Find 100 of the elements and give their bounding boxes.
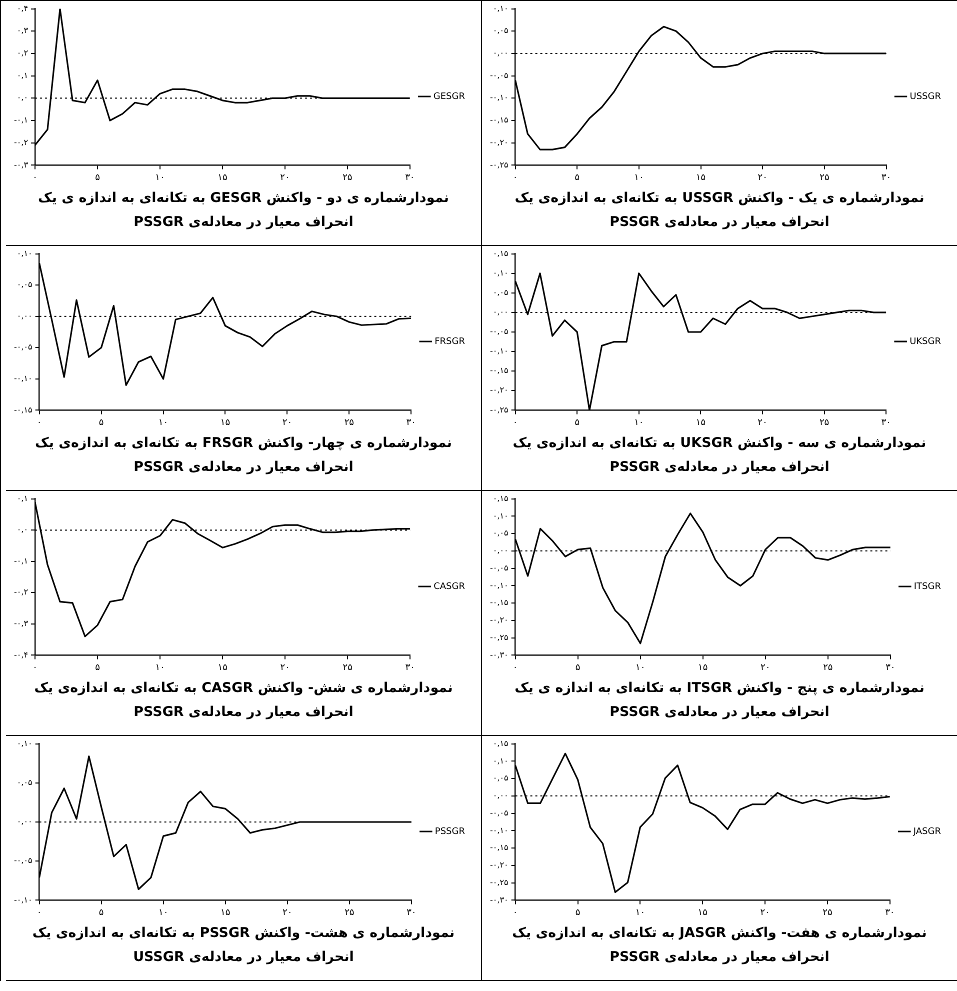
y-tick-label: ۰,۱۰ [492,4,508,13]
y-tick-label: ۰,۱۰ [16,248,32,258]
y-tick-label: ۰,۰۵ [16,280,32,290]
x-tick-label: ۲۵ [342,662,352,673]
y-tick-label: -۰,۱۵ [489,366,508,376]
x-tick-label: ۳۰ [885,662,895,673]
x-tick-label: ۱۵ [220,418,230,428]
x-tick-label: ۳۰ [884,908,894,918]
y-tick-label: -۰,۲۰ [489,616,508,625]
y-tick-label: ۰,۰۰ [492,546,508,556]
x-tick-label: ۲۰ [282,418,292,428]
x-tick-label: ۳۰ [406,418,416,428]
x-tick-label: ۰ [36,418,42,428]
x-tick-label: ۰ [512,662,518,673]
x-tick-label: ۱۰ [154,172,164,183]
y-tick-label: ۰,۱ [16,70,28,80]
y-tick-label: -۰,۰۵ [13,342,32,352]
x-tick-label: ۱۰ [635,662,645,673]
y-tick-label: -۰,۲ [13,138,28,147]
x-tick-label: ۵ [98,908,104,918]
x-tick-label: ۰ [512,908,518,918]
y-tick-label: -۰,۳۰ [489,895,508,904]
x-tick-label: ۱۵ [220,908,230,918]
x-tick-label: ۲۵ [819,172,829,183]
y-tick-label: ۰,۰ [16,525,28,534]
x-tick-label: ۱۵ [695,418,706,428]
y-tick-label: -۰,۱۰ [13,374,32,383]
y-tick-label: ۰,۱۰ [492,511,508,520]
x-tick-label: ۱۰ [634,172,644,183]
x-tick-label: ۵ [574,418,580,428]
x-tick-label: ۲۰ [280,662,290,673]
y-tick-label: -۰,۳۰ [489,650,508,660]
y-tick-label: -۰,۰۵ [489,808,508,818]
y-tick-label: ۰,۱۰ [16,738,32,748]
y-tick-label: -۰,۲۰ [489,386,508,395]
y-tick-label: -۰,۲۰ [489,860,508,870]
y-tick-label: ۰,۱۵ [492,248,508,258]
y-tick-label: -۰,۲۵ [489,405,508,414]
y-tick-label: -۰,۱۵ [489,598,508,608]
x-tick-label: ۵ [94,172,100,183]
text: نمودارشماره ی هشت- واکنش PSSGR به تکانه‌ای به اندازه‌ی یک انحراف معیار در معادله‌ی USSGR [31,924,456,967]
x-tick-label: ۱۰ [634,418,644,428]
x-tick-label: ۲۰ [757,418,767,428]
x-tick-label: ۲۰ [760,662,770,673]
y-tick-label: -۰,۱۰ [489,826,508,835]
legend-label: UKSGR [909,336,941,347]
y-tick-label: -۰,۲۰ [489,138,508,147]
x-tick-label: ۲۰ [757,172,767,183]
text: نمودارشماره ی هفت- واکنش JASGR به تکانه‌ای به اندازه‌ی یک انحراف معیار در معادله‌ی PSSGR [511,924,928,967]
y-tick-label: ۰,۰۰ [492,308,508,317]
y-tick-label: -۰,۱۰ [489,580,508,590]
y-tick-label: ۰,۰۵ [492,26,508,36]
y-tick-label: -۰,۰۵ [13,856,32,866]
x-tick-label: ۲۵ [822,662,832,673]
y-tick-label: -۰,۱ [13,556,28,566]
legend-label: ITSGR [913,582,940,592]
x-tick-label: ۳۰ [404,172,414,183]
y-tick-label: -۰,۳ [13,160,28,170]
y-tick-label: -۰,۰۵ [489,563,508,572]
y-tick-label: ۰,۰۰ [492,48,508,58]
y-tick-label: ۰,۰۰ [492,791,508,800]
legend-label: JASGR [912,826,940,837]
x-tick-label: ۱۰ [158,908,168,918]
x-tick-label: ۲۰ [280,172,290,183]
y-tick-label: -۰,۱۰ [489,346,508,356]
x-tick-label: ۱۵ [217,172,227,183]
legend-label: GESGR [432,92,465,102]
x-tick-label: ۱۰ [158,418,168,428]
y-tick-label: -۰,۲ [13,588,28,597]
legend-label: FRSGR [434,336,465,347]
x-tick-label: ۰ [512,418,518,428]
y-tick-label: -۰,۰۵ [489,70,508,80]
y-tick-label: -۰,۱۵ [489,843,508,852]
text: نمودارشماره ی چهار- واکنش FRSGR به تکانه‌ای به اندازه‌ی یک انحراف معیار در معادله‌ی PSSGR [34,434,453,477]
x-tick-label: ۲۵ [818,418,829,428]
y-tick-label: ۰,۰ [16,93,28,102]
y-tick-label: -۰,۲۵ [489,632,508,642]
text: نمودارشماره ی یک - واکنش USSGR به تکانه‌ای به اندازه‌ی یک انحراف معیار در معادله‌ی PSSGR [514,189,926,232]
y-tick-label: ۰,۱۰ [492,268,508,278]
y-tick-label: ۰,۳ [16,26,28,36]
y-tick-label: ۰,۰۰ [16,311,32,320]
y-tick-label: ۰,۲ [16,48,28,58]
text: نمودارشماره ی سه - واکنش UKSGR به تکانه‌ای به اندازه‌ی یک انحراف معیار در معادله‌ی PSSGR [512,434,928,477]
x-tick-label: ۳۰ [880,418,890,428]
text: نمودارشماره ی دو - واکنش GESGR به تکانه‌ای به اندازه ی یک انحراف معیار در معادله‌ی PSSGR [37,189,450,232]
x-tick-label: ۵ [94,662,100,673]
y-tick-label: -۰,۱۵ [489,116,508,125]
x-tick-label: ۲۵ [344,908,354,918]
y-tick-label: -۰,۱۵ [13,405,32,414]
x-tick-label: ۵ [98,418,104,428]
x-tick-label: ۱۵ [697,908,708,918]
y-tick-label: ۰,۱۰ [492,756,508,766]
y-tick-label: -۰,۱ [13,116,28,125]
y-tick-label: ۰,۱ [16,494,28,503]
x-tick-label: ۳۰ [404,662,414,673]
x-tick-label: ۱۵ [217,662,228,673]
x-tick-label: ۵ [574,172,580,183]
x-tick-label: ۱۵ [695,172,706,183]
y-tick-label: ۰,۰۵ [492,528,508,538]
y-tick-label: -۰,۲۵ [489,160,508,170]
